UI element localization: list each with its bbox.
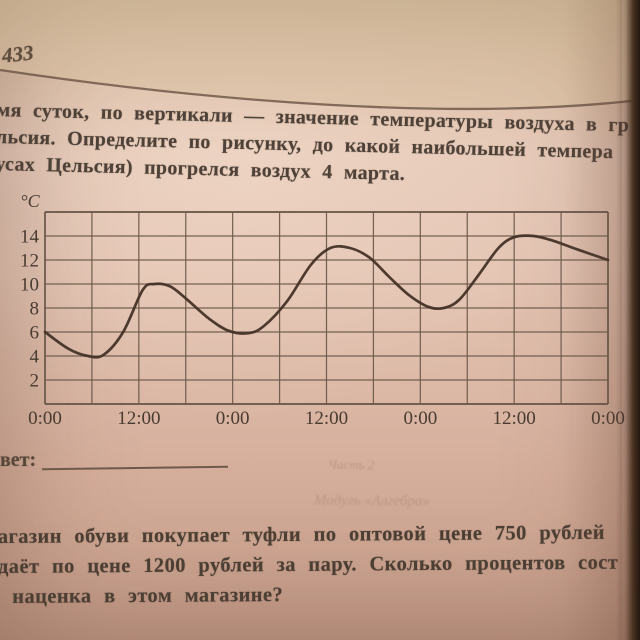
top-band-fill — [0, 0, 640, 109]
page-edge-shadow — [616, 0, 640, 640]
x-tick-label: 0:00 — [403, 408, 437, 429]
page-curvature-shade — [562, 0, 622, 640]
y-tick-label: 12 — [20, 251, 39, 272]
answer-blank-line — [41, 465, 229, 471]
bleedthrough-text: Модуль «Алгебра» — [313, 492, 430, 510]
y-tick-label: 4 — [30, 347, 40, 368]
problem-text: мя суток, по вертикали — значение темпер… — [0, 97, 640, 196]
y-tick-label: 14 — [20, 227, 40, 248]
answer-label: вет: — [0, 449, 37, 471]
x-tick-label: 12:00 — [117, 408, 160, 429]
next-problem-line: даёт по цене 1200 рублей за пару. Скольк… — [0, 551, 619, 578]
bleedthrough-text: Часть 2 — [327, 456, 375, 473]
problem-number: 433 — [0, 40, 35, 68]
next-problem-text: агазин обуви покупает туфли по оптовой ц… — [0, 517, 640, 612]
y-axis-unit-label: °C — [20, 191, 40, 211]
x-tick-label: 12:00 — [493, 408, 536, 429]
next-problem-line: агазин обуви покупает туфли по оптовой ц… — [0, 521, 606, 549]
page-top-band — [0, 0, 640, 111]
y-tick-label: 10 — [20, 275, 39, 296]
page-rule-line — [0, 68, 640, 111]
y-tick-label: 8 — [30, 299, 40, 320]
temperature-chart: 14121086420:0012:000:0012:000:0012:000:0… — [0, 190, 640, 445]
y-tick-label: 2 — [30, 371, 40, 392]
next-problem-line: наценка в этом магазине? — [12, 584, 284, 608]
temperature-chart-svg: 14121086420:0012:000:0012:000:0012:000:0… — [20, 191, 625, 429]
x-tick-label: 0:00 — [216, 408, 250, 429]
y-tick-label: 6 — [30, 323, 40, 344]
temperature-curve — [43, 234, 610, 359]
x-tick-label: 12:00 — [305, 408, 348, 429]
x-tick-label: 0:00 — [28, 408, 62, 429]
answer-row: вет: — [0, 449, 36, 472]
